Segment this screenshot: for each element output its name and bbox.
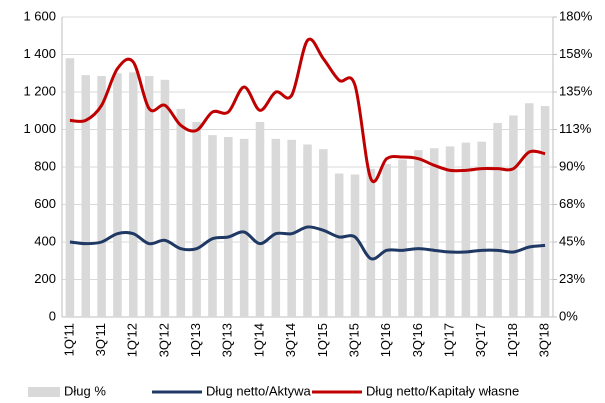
x-tick-label: 3Q'16 (410, 323, 425, 357)
bar (493, 122, 502, 317)
bar (224, 137, 233, 317)
bar (208, 135, 217, 317)
y-tick-label: 600 (34, 196, 56, 211)
x-tick-label: 3Q'18 (537, 323, 552, 357)
y2-tick-label: 113% (559, 121, 592, 136)
legend-label: Dług netto/Aktywa (206, 383, 312, 398)
x-tick-label: 3Q'14 (283, 323, 298, 357)
bar (128, 72, 138, 317)
bar (350, 174, 360, 317)
x-tick-label: 3Q'13 (220, 323, 235, 357)
y-tick-label: 200 (34, 271, 56, 286)
bar (445, 146, 455, 317)
bar (382, 164, 391, 317)
bar (81, 75, 91, 317)
x-tick-label: 1Q'16 (378, 323, 393, 357)
bar (334, 173, 344, 317)
y-tick-label: 800 (34, 158, 56, 173)
bar (97, 76, 106, 317)
bar (524, 103, 534, 317)
y-tick-label: 1 000 (23, 121, 56, 136)
bar (509, 115, 518, 317)
bar (255, 122, 265, 317)
y2-tick-label: 45% (559, 233, 585, 248)
bar (477, 141, 487, 317)
line (69, 225, 546, 261)
line (69, 37, 546, 183)
x-tick-label: 1Q'15 (315, 323, 330, 357)
legend-label: Dług % (64, 383, 106, 398)
y2-tick-label: 0% (559, 308, 578, 323)
bar (429, 148, 439, 317)
bar (192, 122, 201, 317)
x-tick-label: 3Q'17 (473, 323, 488, 357)
y-tick-label: 1 200 (23, 83, 56, 98)
bar (303, 144, 312, 317)
y2-tick-label: 135% (559, 83, 593, 98)
bar (287, 139, 296, 317)
y2-tick-label: 158% (559, 46, 593, 61)
y2-tick-label: 180% (559, 8, 593, 23)
y2-tick-label: 23% (559, 271, 585, 286)
x-tick-label: 1Q'18 (505, 323, 520, 357)
x-tick-label: 1Q'12 (125, 323, 140, 357)
x-tick-label: 1Q'14 (251, 323, 266, 357)
bar (366, 168, 376, 317)
x-tick-label: 3Q'12 (156, 323, 171, 357)
bar (144, 76, 154, 317)
y-tick-label: 1 400 (23, 46, 56, 61)
x-tick-label: 1Q'11 (61, 323, 76, 356)
x-tick-label: 1Q'17 (441, 323, 456, 357)
bar (65, 58, 75, 317)
bar (414, 150, 423, 317)
y2-tick-label: 68% (559, 196, 585, 211)
bar (160, 79, 170, 317)
legend-label: Dług netto/Kapitały własne (366, 383, 519, 398)
bar (319, 149, 328, 317)
y-tick-label: 1 600 (23, 8, 56, 23)
bar (113, 73, 122, 317)
legend-swatch (28, 387, 60, 397)
bar (239, 138, 249, 317)
bar (271, 138, 281, 317)
bar (398, 159, 407, 317)
x-tick-label: 3Q'15 (346, 323, 361, 357)
x-tick-label: 1Q'13 (188, 323, 203, 357)
y-tick-label: 400 (34, 233, 56, 248)
bar (176, 108, 186, 317)
bar (461, 142, 471, 317)
x-tick-label: 3Q'11 (93, 323, 108, 356)
y2-tick-label: 90% (559, 158, 585, 173)
y-tick-label: 0 (49, 308, 56, 323)
bar (540, 106, 550, 317)
